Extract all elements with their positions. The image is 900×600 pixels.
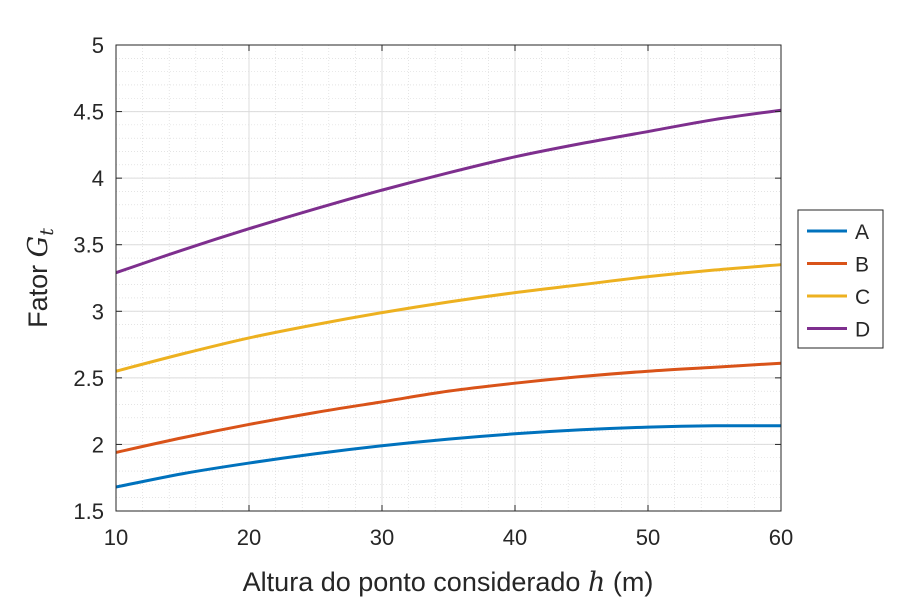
y-axis-subscript: t xyxy=(36,228,58,236)
x-tick-label: 50 xyxy=(636,525,660,550)
y-tick-label: 2.5 xyxy=(73,366,104,391)
minor-grid xyxy=(115,44,782,512)
legend-box xyxy=(797,209,884,349)
legend-label-c: C xyxy=(855,286,870,309)
plot-frame xyxy=(115,44,782,512)
y-tick-labels: 1.5 2 2.5 3 3.5 4 4.5 5 xyxy=(73,33,104,524)
y-tick-label: 4.5 xyxy=(73,100,104,125)
y-axis-variable: G xyxy=(23,236,54,258)
y-tick-label: 2 xyxy=(92,432,104,457)
y-tick-label: 5 xyxy=(92,33,104,58)
series-layer xyxy=(115,108,782,489)
legend-label-a: A xyxy=(855,221,869,244)
y-axis-label: Fator Gt xyxy=(23,228,58,328)
series-line-d xyxy=(115,108,782,275)
x-tick-label: 40 xyxy=(503,525,527,550)
y-tick-label: 1.5 xyxy=(73,499,104,524)
x-tick-labels: 10 20 30 40 50 60 xyxy=(104,525,793,550)
x-axis-label: Altura do ponto considerado h (m) xyxy=(243,567,654,598)
y-tick-label: 3 xyxy=(92,299,104,324)
series-line-b xyxy=(115,361,782,454)
legend-label-b: B xyxy=(855,254,869,277)
tick-marks xyxy=(115,44,782,512)
x-tick-label: 20 xyxy=(237,525,261,550)
series-line-c xyxy=(115,263,782,373)
x-tick-label: 10 xyxy=(104,525,128,550)
x-axis-variable: h xyxy=(588,567,605,598)
y-tick-label: 4 xyxy=(92,166,104,191)
x-tick-label: 60 xyxy=(769,525,793,550)
y-tick-label: 3.5 xyxy=(73,233,104,258)
major-grid xyxy=(115,44,782,512)
series-line-a xyxy=(115,424,782,489)
x-tick-label: 30 xyxy=(370,525,394,550)
legend-label-d: D xyxy=(855,319,870,342)
